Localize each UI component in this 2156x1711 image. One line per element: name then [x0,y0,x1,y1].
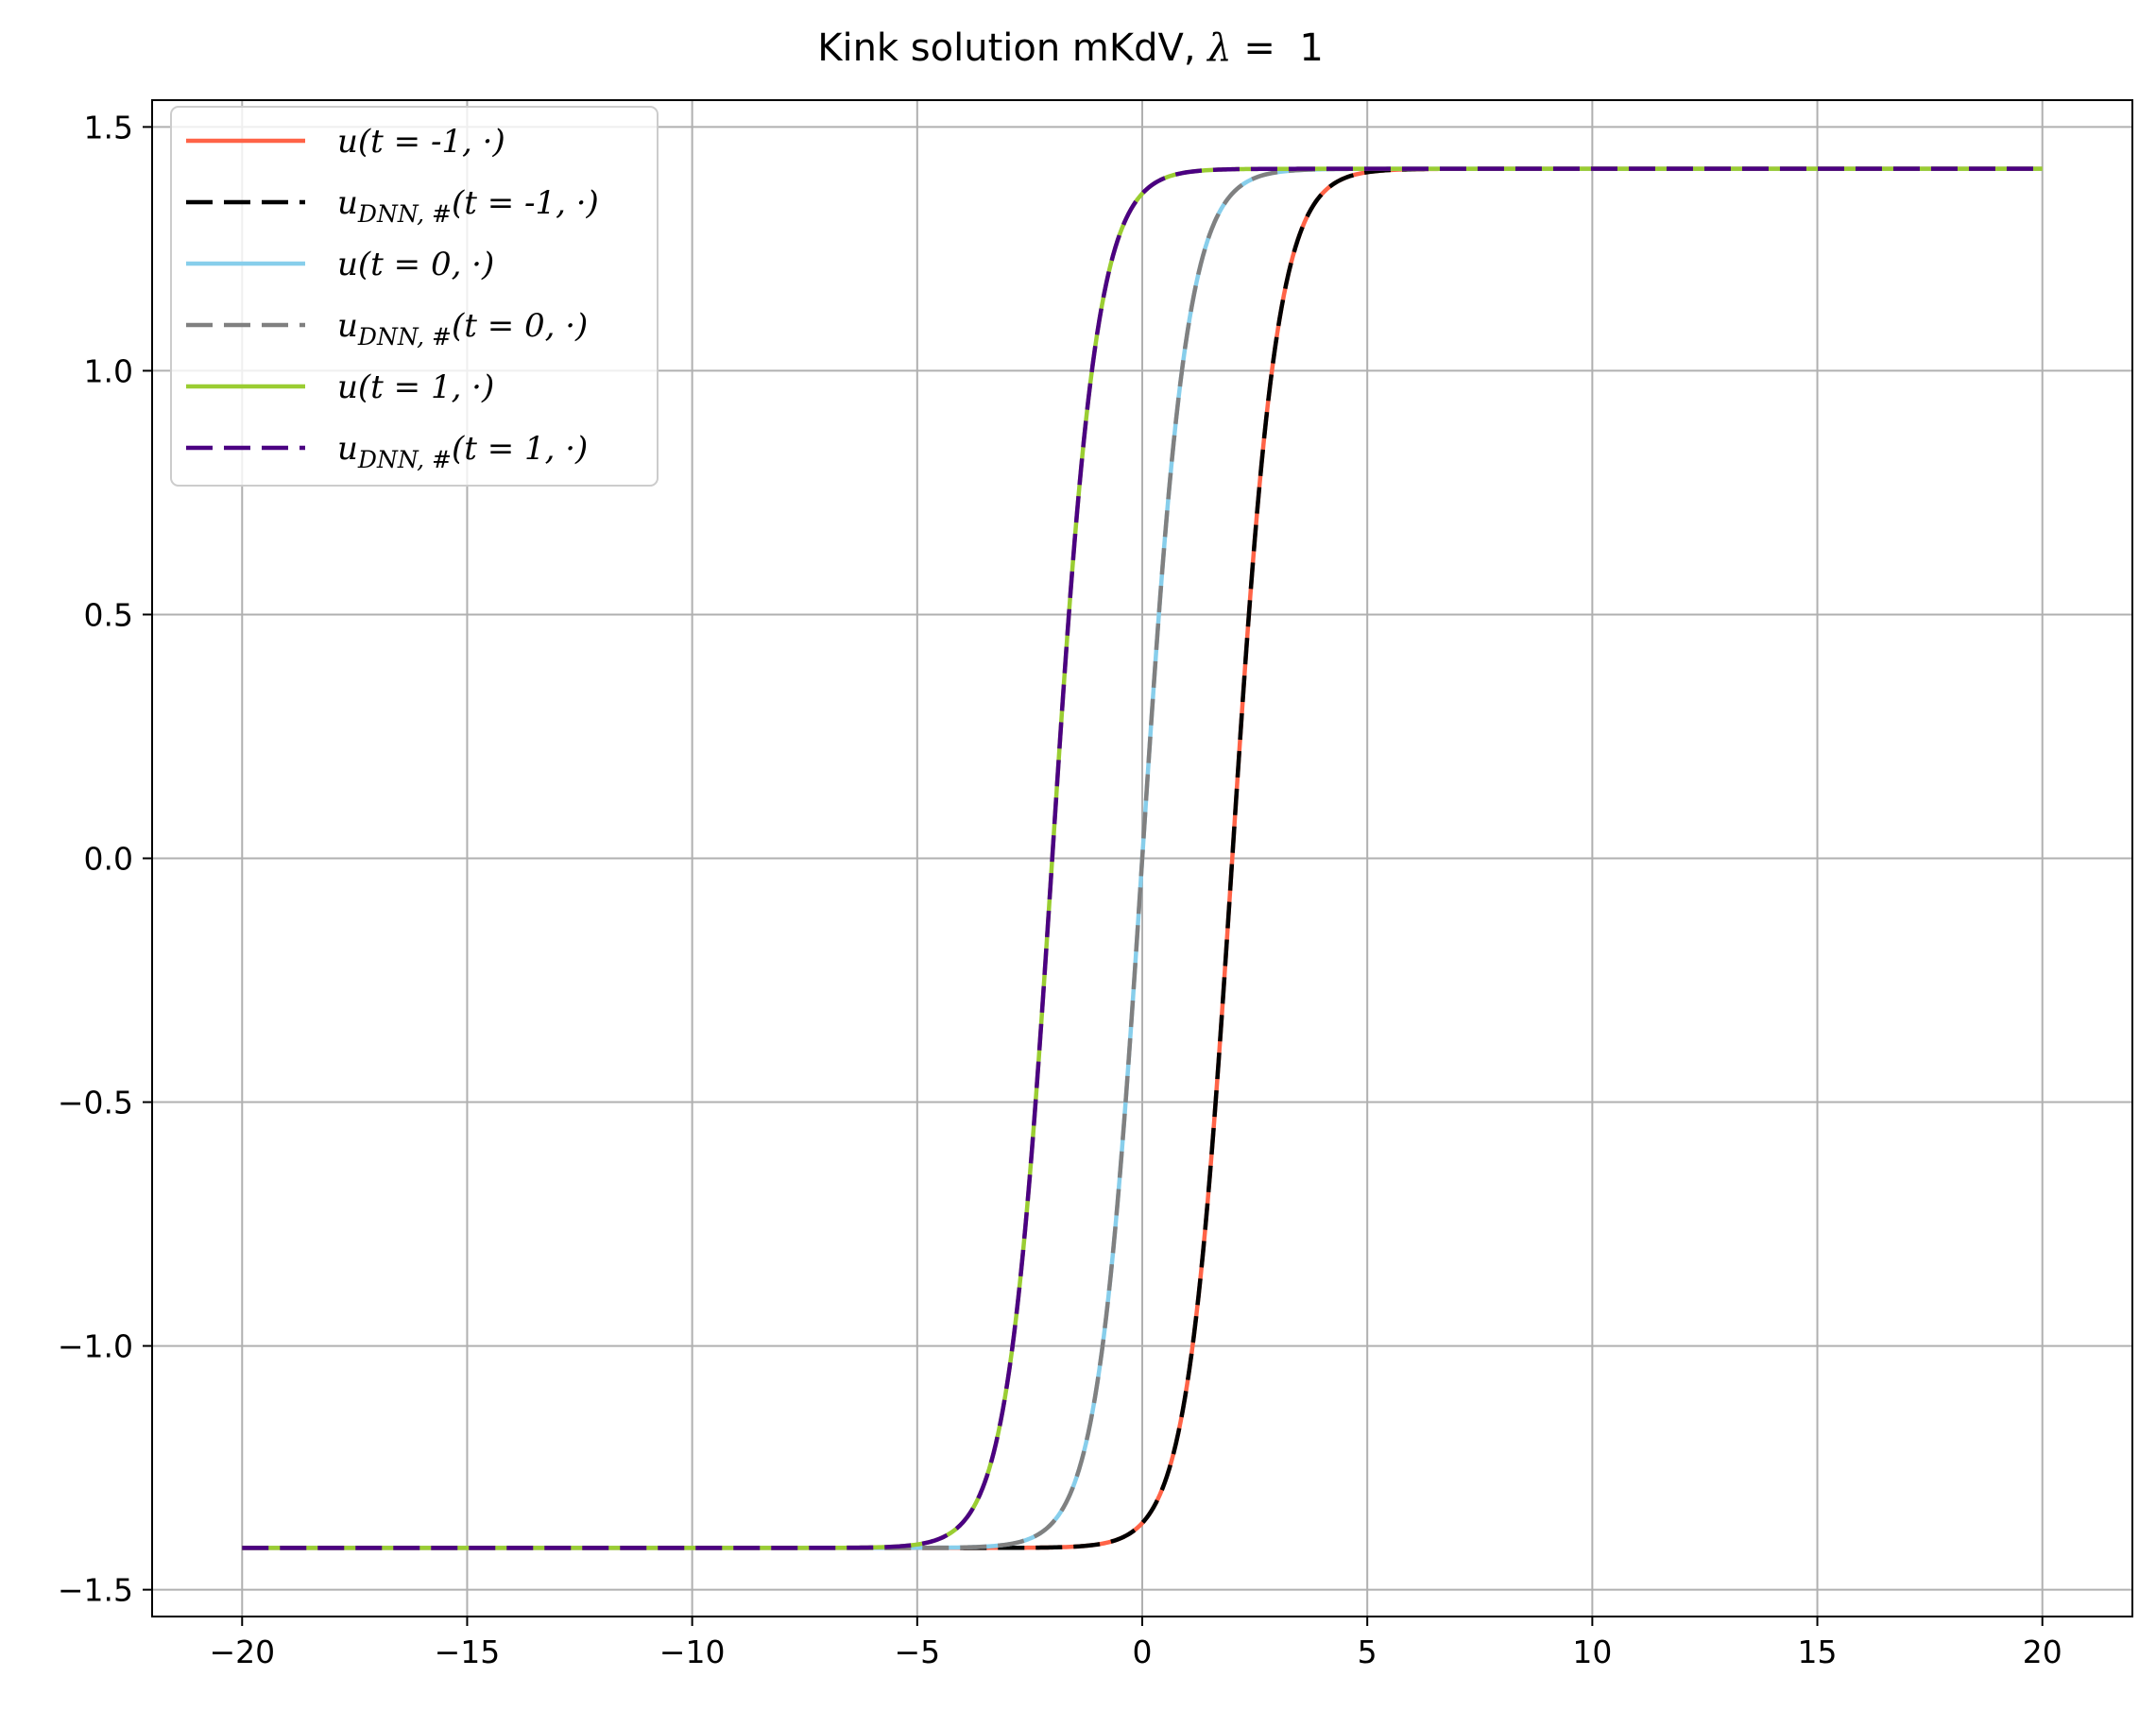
legend-label-4: u(t = 1, ·) [337,368,494,406]
title-prefix: Kink solution mKdV, [817,26,1207,70]
y-tick-label: −0.5 [58,1085,133,1121]
y-tick-label: −1.5 [58,1572,133,1609]
legend-label-0: u(t = -1, ·) [337,123,505,161]
legend-label-1: uDNN, #(t = -1, ·) [337,184,599,228]
chart-title: Kink solution mKdV, λ = 1 [817,26,1324,70]
title-lambda: λ [1206,26,1231,70]
y-tick-label: −1.0 [58,1328,133,1365]
legend-box [170,106,659,487]
legend-label-5: uDNN, #(t = 1, ·) [337,430,588,473]
x-tick-label: 10 [1572,1634,1612,1670]
legend-label-2: u(t = 0, ·) [337,246,494,283]
x-tick-label: 15 [1798,1634,1838,1670]
title-suffix: = 1 [1232,26,1324,70]
y-tick-label: 0.5 [84,596,133,633]
tick-layer: −20 −15 −10 −5 0 5 10 15 20 −1.5 −1.0 −0.5 0.0 0.5 1.0… [58,109,2062,1670]
x-tick-label: −15 [435,1634,501,1670]
x-tick-label: 20 [2023,1634,2062,1670]
y-tick-label: 1.5 [84,109,133,145]
series-line-5 [242,166,2043,1550]
y-tick-label: 1.0 [84,352,133,389]
x-tick-label: −10 [659,1634,726,1670]
grid [152,100,2132,1617]
y-tick-label: 0.0 [84,841,133,878]
x-tick-label: −20 [209,1634,275,1670]
legend: u(t = -1, ·) uDNN, #(t = -1, ·) u(t = 0, ·… [170,106,659,487]
series-layer [242,166,2043,1550]
legend-label-3: uDNN, #(t = 0, ·) [337,307,588,351]
x-tick-label: 0 [1133,1634,1153,1670]
x-tick-label: 5 [1358,1634,1377,1670]
x-tick-label: −5 [894,1634,940,1670]
